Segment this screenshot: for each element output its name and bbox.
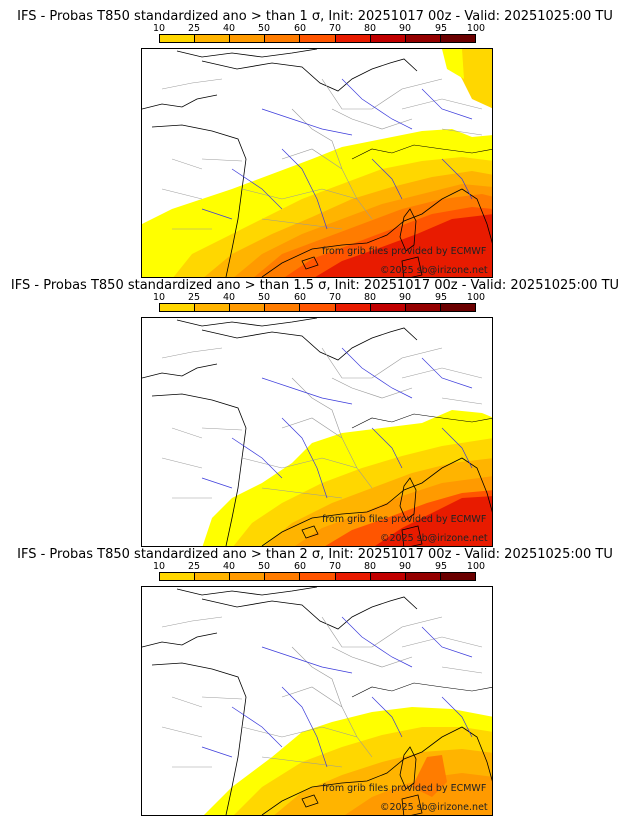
copyright-credit: ©2025 sb@irizone.net bbox=[380, 533, 488, 544]
colorbar-segment bbox=[370, 573, 406, 580]
tick-label: 80 bbox=[363, 292, 377, 303]
tick-label: 80 bbox=[363, 561, 377, 572]
tick-label: 10 bbox=[152, 23, 166, 34]
colorbar bbox=[159, 303, 476, 312]
colorbar-segment bbox=[160, 573, 196, 580]
source-credit: from grib files provided by ECMWF bbox=[322, 783, 487, 794]
tick-label: 50 bbox=[257, 23, 271, 34]
tick-label: 100 bbox=[466, 292, 486, 303]
tick-label: 80 bbox=[363, 23, 377, 34]
tick-label: 25 bbox=[187, 292, 201, 303]
colorbar-segment bbox=[195, 35, 231, 42]
tick-label: 60 bbox=[293, 23, 307, 34]
tick-label: 95 bbox=[434, 561, 448, 572]
colorbar-segment bbox=[230, 573, 266, 580]
colorbar-segment bbox=[300, 304, 336, 311]
probability-map: from grib files provided by ECMWF ©2025 … bbox=[141, 586, 493, 816]
colorbar-segment bbox=[440, 573, 475, 580]
tick-label: 70 bbox=[328, 561, 342, 572]
tick-label: 90 bbox=[398, 561, 412, 572]
colorbar-segment bbox=[405, 304, 441, 311]
colorbar-segment bbox=[300, 573, 336, 580]
panel-title: IFS - Probas T850 standardized ano > tha… bbox=[10, 278, 620, 293]
colorbar-segment bbox=[300, 35, 336, 42]
colorbar-segment bbox=[335, 35, 371, 42]
panel-1: IFS - Probas T850 standardized ano > tha… bbox=[0, 10, 630, 282]
tick-label: 90 bbox=[398, 23, 412, 34]
probability-map: from grib files provided by ECMWF ©2025 … bbox=[141, 48, 493, 278]
tick-label: 90 bbox=[398, 292, 412, 303]
colorbar-segment bbox=[405, 573, 441, 580]
tick-label: 95 bbox=[434, 23, 448, 34]
tick-label: 100 bbox=[466, 23, 486, 34]
tick-label: 60 bbox=[293, 292, 307, 303]
colorbar-segment bbox=[335, 573, 371, 580]
panel-2: IFS - Probas T850 standardized ano > tha… bbox=[0, 279, 630, 551]
colorbar-segment bbox=[265, 304, 301, 311]
colorbar-segment bbox=[440, 35, 475, 42]
colorbar-segment bbox=[265, 35, 301, 42]
tick-label: 25 bbox=[187, 561, 201, 572]
tick-label: 60 bbox=[293, 561, 307, 572]
copyright-credit: ©2025 sb@irizone.net bbox=[380, 802, 488, 813]
colorbar-segment bbox=[160, 304, 196, 311]
colorbar-segment bbox=[160, 35, 196, 42]
tick-label: 70 bbox=[328, 23, 342, 34]
copyright-credit: ©2025 sb@irizone.net bbox=[380, 265, 488, 276]
source-credit: from grib files provided by ECMWF bbox=[322, 246, 487, 257]
tick-label: 10 bbox=[152, 292, 166, 303]
tick-label: 100 bbox=[466, 561, 486, 572]
colorbar-segment bbox=[265, 573, 301, 580]
colorbar-ticks: 10 25 40 50 60 70 80 90 95 100 bbox=[153, 292, 485, 303]
colorbar bbox=[159, 34, 476, 43]
tick-label: 50 bbox=[257, 561, 271, 572]
colorbar-segment bbox=[335, 304, 371, 311]
tick-label: 25 bbox=[187, 23, 201, 34]
colorbar bbox=[159, 572, 476, 581]
colorbar-ticks: 10 25 40 50 60 70 80 90 95 100 bbox=[153, 23, 485, 34]
tick-label: 70 bbox=[328, 292, 342, 303]
panel-3: IFS - Probas T850 standardized ano > tha… bbox=[0, 548, 630, 820]
tick-label: 95 bbox=[434, 292, 448, 303]
colorbar-segment bbox=[440, 304, 475, 311]
colorbar-ticks: 10 25 40 50 60 70 80 90 95 100 bbox=[153, 561, 485, 572]
colorbar-segment bbox=[370, 35, 406, 42]
panel-title: IFS - Probas T850 standardized ano > tha… bbox=[17, 547, 613, 562]
source-credit: from grib files provided by ECMWF bbox=[322, 514, 487, 525]
tick-label: 50 bbox=[257, 292, 271, 303]
colorbar-segment bbox=[195, 573, 231, 580]
colorbar-segment bbox=[230, 304, 266, 311]
tick-label: 40 bbox=[222, 23, 236, 34]
tick-label: 40 bbox=[222, 292, 236, 303]
panel-title: IFS - Probas T850 standardized ano > tha… bbox=[17, 9, 613, 24]
colorbar-segment bbox=[405, 35, 441, 42]
colorbar-segment bbox=[195, 304, 231, 311]
probability-map: from grib files provided by ECMWF ©2025 … bbox=[141, 317, 493, 547]
colorbar-segment bbox=[370, 304, 406, 311]
colorbar-segment bbox=[230, 35, 266, 42]
tick-label: 40 bbox=[222, 561, 236, 572]
tick-label: 10 bbox=[152, 561, 166, 572]
